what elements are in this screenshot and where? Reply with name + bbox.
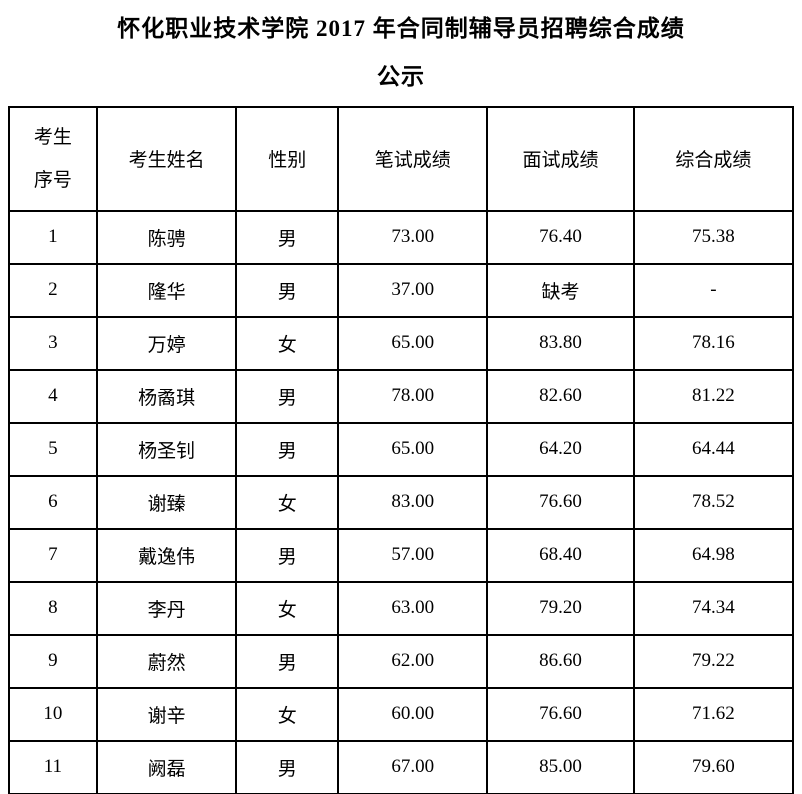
candidate-name-cell: 隆华 (95, 262, 238, 318)
overall-score-cell: 75.38 (632, 209, 795, 265)
written-score-cell: 67.00 (337, 739, 489, 794)
table-row: 11 阙磊 男 67.00 85.00 79.60 (8, 739, 795, 794)
interview-score-cell: 86.60 (486, 633, 635, 689)
written-score-cell: 62.00 (337, 633, 489, 689)
written-score-cell: 57.00 (337, 527, 489, 583)
gender-cell: 女 (235, 315, 340, 371)
candidate-name-cell: 谢辛 (95, 686, 238, 742)
written-score-cell: 78.00 (337, 368, 489, 424)
header-candidate-no: 考生 序号 (8, 105, 98, 212)
candidate-name-cell: 戴逸伟 (95, 527, 238, 583)
candidate-no-cell: 1 (8, 209, 98, 265)
candidate-no-cell: 2 (8, 262, 98, 318)
candidate-no-cell: 5 (8, 421, 98, 477)
header-interview-score: 面试成绩 (486, 105, 635, 212)
overall-score-cell: - (632, 262, 795, 318)
table-row: 10 谢辛 女 60.00 76.60 71.62 (8, 686, 795, 742)
gender-cell: 女 (235, 686, 340, 742)
gender-cell: 男 (235, 633, 340, 689)
overall-score-cell: 79.22 (632, 633, 795, 689)
overall-score-cell: 78.52 (632, 474, 795, 530)
score-table: 考生 序号 考生姓名 性别 笔试成绩 面试成绩 综合成绩 1 陈骋 男 73.0… (8, 105, 795, 794)
header-overall-score: 综合成绩 (632, 105, 795, 212)
interview-score-cell: 79.20 (486, 580, 635, 636)
written-score-cell: 83.00 (337, 474, 489, 530)
candidate-no-cell: 6 (8, 474, 98, 530)
overall-score-cell: 81.22 (632, 368, 795, 424)
interview-score-cell: 68.40 (486, 527, 635, 583)
table-row: 4 杨矞琪 男 78.00 82.60 81.22 (8, 368, 795, 424)
gender-cell: 男 (235, 209, 340, 265)
written-score-cell: 73.00 (337, 209, 489, 265)
header-candidate-name: 考生姓名 (95, 105, 238, 212)
table-row: 7 戴逸伟 男 57.00 68.40 64.98 (8, 527, 795, 583)
interview-score-cell: 64.20 (486, 421, 635, 477)
overall-score-cell: 64.44 (632, 421, 795, 477)
table-header-row: 考生 序号 考生姓名 性别 笔试成绩 面试成绩 综合成绩 (8, 105, 795, 212)
candidate-name-cell: 万婷 (95, 315, 238, 371)
gender-cell: 男 (235, 262, 340, 318)
table-row: 5 杨圣钊 男 65.00 64.20 64.44 (8, 421, 795, 477)
interview-score-cell: 76.60 (486, 474, 635, 530)
candidate-no-cell: 11 (8, 739, 98, 794)
written-score-cell: 37.00 (337, 262, 489, 318)
gender-cell: 男 (235, 421, 340, 477)
header-gender: 性别 (235, 105, 340, 212)
candidate-no-cell: 7 (8, 527, 98, 583)
gender-cell: 男 (235, 739, 340, 794)
candidate-name-cell: 蔚然 (95, 633, 238, 689)
candidate-name-cell: 杨圣钊 (95, 421, 238, 477)
candidate-no-cell: 8 (8, 580, 98, 636)
candidate-name-cell: 李丹 (95, 580, 238, 636)
candidate-name-cell: 陈骋 (95, 209, 238, 265)
candidate-name-cell: 杨矞琪 (95, 368, 238, 424)
candidate-no-cell: 9 (8, 633, 98, 689)
candidate-name-cell: 阙磊 (95, 739, 238, 794)
header-written-score: 笔试成绩 (337, 105, 489, 212)
overall-score-cell: 78.16 (632, 315, 795, 371)
overall-score-cell: 79.60 (632, 739, 795, 794)
written-score-cell: 65.00 (337, 315, 489, 371)
candidate-name-cell: 谢臻 (95, 474, 238, 530)
written-score-cell: 63.00 (337, 580, 489, 636)
table-row: 1 陈骋 男 73.00 76.40 75.38 (8, 209, 795, 265)
interview-score-cell: 82.60 (486, 368, 635, 424)
header-candidate-no-line1: 考生 (33, 126, 72, 148)
interview-score-cell: 85.00 (486, 739, 635, 794)
header-candidate-no-line2: 序号 (33, 169, 72, 191)
overall-score-cell: 64.98 (632, 527, 795, 583)
interview-score-cell: 76.40 (486, 209, 635, 265)
table-row: 6 谢臻 女 83.00 76.60 78.52 (8, 474, 795, 530)
candidate-no-cell: 4 (8, 368, 98, 424)
written-score-cell: 65.00 (337, 421, 489, 477)
page-title-line2: 公示 (377, 64, 425, 90)
candidate-no-cell: 10 (8, 686, 98, 742)
written-score-cell: 60.00 (337, 686, 489, 742)
gender-cell: 男 (235, 527, 340, 583)
candidate-no-cell: 3 (8, 315, 98, 371)
table-row: 2 隆华 男 37.00 缺考 - (8, 262, 795, 318)
table-header: 考生 序号 考生姓名 性别 笔试成绩 面试成绩 综合成绩 (8, 105, 795, 212)
overall-score-cell: 71.62 (632, 686, 795, 742)
gender-cell: 男 (235, 368, 340, 424)
interview-score-cell: 76.60 (486, 686, 635, 742)
table-body: 1 陈骋 男 73.00 76.40 75.38 2 隆华 男 37.00 缺考… (8, 209, 795, 794)
interview-score-cell: 缺考 (486, 262, 635, 318)
page-title-line1: 怀化职业技术学院 2017 年合同制辅导员招聘综合成绩 (117, 16, 685, 41)
table-row: 3 万婷 女 65.00 83.80 78.16 (8, 315, 795, 371)
gender-cell: 女 (235, 580, 340, 636)
table-row: 8 李丹 女 63.00 79.20 74.34 (8, 580, 795, 636)
overall-score-cell: 74.34 (632, 580, 795, 636)
gender-cell: 女 (235, 474, 340, 530)
interview-score-cell: 83.80 (486, 315, 635, 371)
table-row: 9 蔚然 男 62.00 86.60 79.22 (8, 633, 795, 689)
